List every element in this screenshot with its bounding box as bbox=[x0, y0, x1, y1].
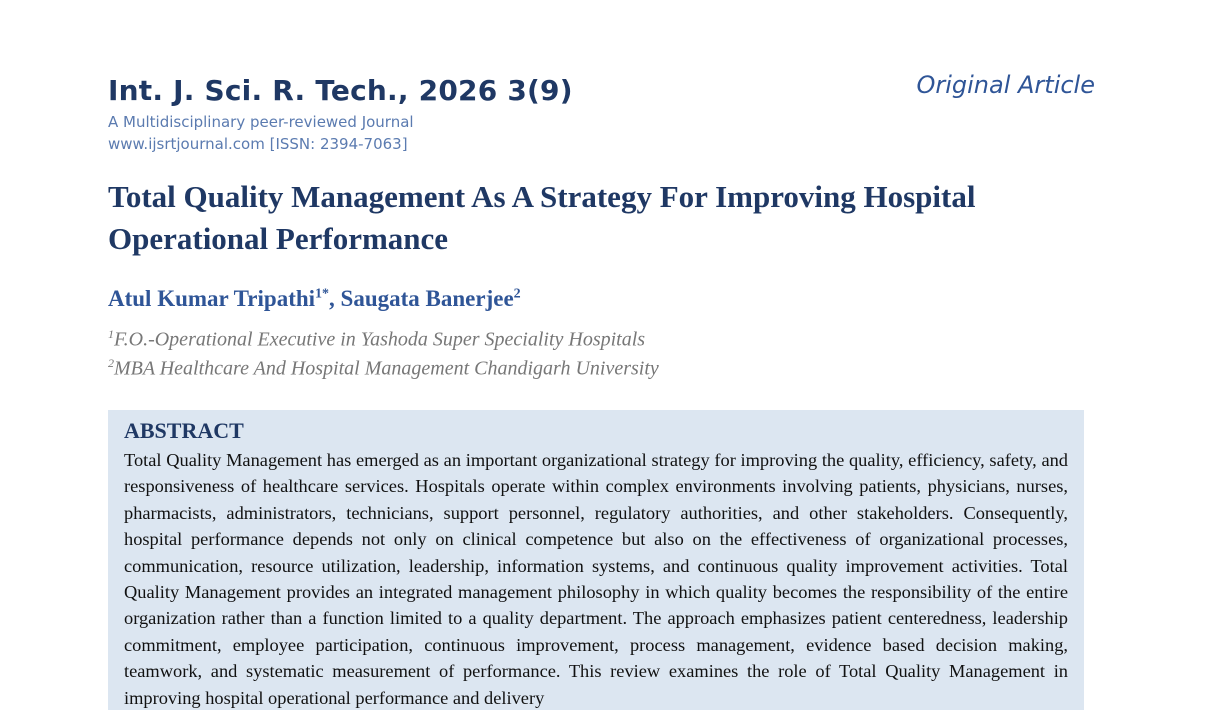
affiliation-number: 1 bbox=[108, 327, 114, 341]
author-mark: 2 bbox=[513, 286, 521, 302]
article-type: Original Article bbox=[916, 71, 1095, 99]
separator: , bbox=[329, 286, 341, 311]
author-name: Saugata Banerjee bbox=[340, 286, 514, 311]
affiliation: 1F.O.-Operational Executive in Yashoda S… bbox=[108, 327, 645, 352]
author-mark: 1* bbox=[315, 286, 330, 302]
authors: Atul Kumar Tripathi1*, Saugata Banerjee2 bbox=[108, 286, 521, 312]
page: Int. J. Sci. R. Tech., 2026 3(9) A Multi… bbox=[108, 71, 1095, 710]
abstract-box: ABSTRACT Total Quality Management has em… bbox=[108, 410, 1084, 710]
affiliation: 2MBA Healthcare And Hospital Management … bbox=[108, 356, 659, 381]
journal-name: Int. J. Sci. R. Tech., 2026 3(9) bbox=[108, 74, 573, 107]
author-name: Atul Kumar Tripathi bbox=[108, 286, 316, 311]
affiliation-text: MBA Healthcare And Hospital Management C… bbox=[114, 357, 659, 380]
journal-website: www.ijsrtjournal.com [ISSN: 2394-7063] bbox=[108, 135, 408, 153]
journal-tagline: A Multidisciplinary peer-reviewed Journa… bbox=[108, 113, 414, 131]
abstract-text: Total Quality Management has emerged as … bbox=[124, 450, 1068, 708]
article-title: Total Quality Management As A Strategy F… bbox=[108, 179, 976, 256]
affiliation-text: F.O.-Operational Executive in Yashoda Su… bbox=[114, 328, 646, 351]
abstract-heading: ABSTRACT bbox=[124, 418, 244, 443]
affiliation-number: 2 bbox=[108, 356, 114, 370]
